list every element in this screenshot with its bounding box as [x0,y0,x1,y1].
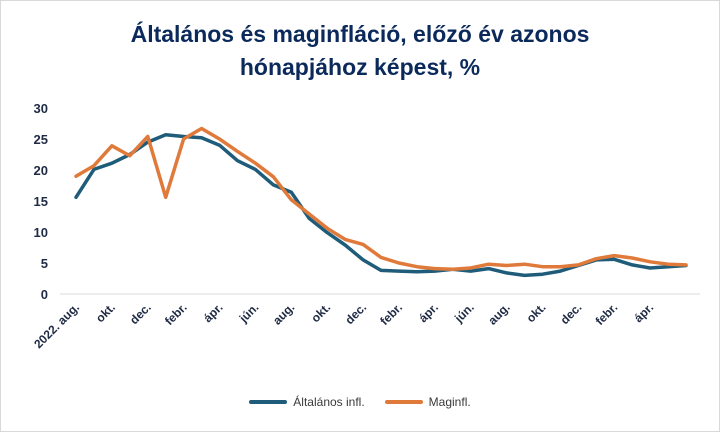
x-tick-label: dec. [127,300,154,327]
x-tick-label: febr. [162,300,190,328]
legend-item-altalanos: Általános infl. [249,395,365,409]
y-tick-label: 5 [41,256,48,271]
series-line-altalanos [74,132,688,278]
x-tick-label: okt. [524,300,549,325]
legend-item-maginfl: Maginfl. [384,395,471,409]
x-axis-ticks: 2022. aug. okt. dec. febr. ápr. jún. aug. okt. d… [31,300,656,351]
x-tick-label: febr. [377,300,405,328]
x-tick-label: aug. [485,300,512,327]
legend-swatch-altalanos [249,400,288,404]
chart-title: Általános és maginfláció, előző év azono… [0,18,720,84]
x-tick-label: okt. [308,300,333,325]
chart-title-line-1: Általános és maginfláció, előző év azono… [130,21,590,47]
x-tick-label: aug. [270,300,297,327]
y-tick-label: 20 [34,163,48,178]
legend-swatch-maginfl [384,400,423,404]
y-tick-label: 15 [34,194,48,209]
legend-label-altalanos: Általános infl. [293,395,365,409]
x-tick-label: jún. [451,300,477,326]
y-tick-label: 10 [34,225,48,240]
legend-label-maginfl: Maginfl. [428,395,471,409]
x-tick-label: okt. [93,300,118,325]
y-tick-label: 30 [34,101,48,116]
chart-title-line-2: hónapjához képest, % [239,54,481,80]
x-tick-label: ápr. [416,300,441,325]
x-tick-label: dec. [342,300,369,327]
series-lines [74,126,688,278]
x-tick-label: febr. [593,300,621,328]
y-axis-ticks: 0 5 10 15 20 25 30 [34,101,48,302]
y-tick-label: 25 [34,132,48,147]
x-tick-label: 2022. aug. [31,300,82,351]
x-tick-label: ápr. [631,300,656,325]
y-tick-label: 0 [41,287,48,302]
x-tick-label: dec. [558,300,585,327]
x-tick-label: jún. [236,300,262,326]
x-tick-label: ápr. [201,300,226,325]
legend: Általános infl. Maginfl. [0,395,720,409]
series-line-maginfl [74,126,688,271]
